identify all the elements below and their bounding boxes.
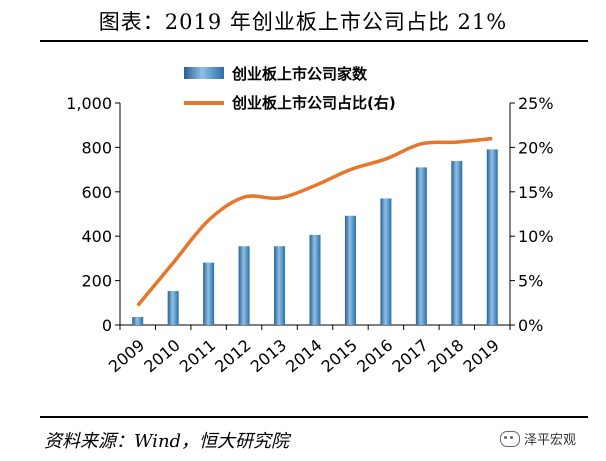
bar: [238, 246, 250, 325]
bar-series: [132, 149, 498, 325]
x-tick-label: 2010: [140, 336, 183, 377]
bar: [344, 215, 356, 325]
y-left-tick-label: 800: [81, 138, 112, 157]
wechat-icon: [500, 430, 520, 447]
legend-label-bars: 创业板上市公司家数: [231, 65, 368, 83]
x-tick-label: 2009: [105, 336, 148, 377]
x-tick-label: 2013: [247, 336, 290, 377]
bar: [451, 160, 463, 325]
x-tick-label: 2012: [211, 336, 254, 377]
chart-title: 图表：2019 年创业板上市公司占比 21%: [98, 10, 508, 34]
x-tick-label: 2011: [176, 336, 219, 377]
bar: [274, 246, 286, 325]
x-tick-label: 2016: [353, 336, 396, 377]
bar: [132, 317, 144, 325]
y-right-tick-label: 5%: [518, 272, 543, 291]
y-left-tick-label: 200: [81, 272, 112, 291]
bar: [167, 291, 179, 325]
bar: [486, 149, 498, 325]
y-left-tick-label: 0: [102, 316, 112, 335]
watermark-text: 泽平宏观: [524, 433, 577, 448]
y-right-tick-label: 0%: [518, 316, 543, 335]
x-tick-label: 2014: [282, 336, 325, 377]
y-right-tick-label: 10%: [518, 227, 554, 246]
x-tick-label: 2015: [318, 336, 361, 377]
bar: [415, 167, 427, 325]
source-rule: [40, 416, 588, 418]
y-left-tick-label: 1,000: [66, 94, 112, 113]
legend: 创业板上市公司家数 创业板上市公司占比(右): [184, 65, 396, 112]
y-right-tick-label: 15%: [518, 183, 554, 202]
x-tick-label: 2019: [459, 336, 502, 377]
x-tick-label: 2018: [424, 336, 467, 377]
legend-swatch-bars: [184, 67, 224, 79]
bar: [380, 198, 392, 325]
source-note: 资料来源：Wind，恒大研究院: [44, 431, 290, 452]
y-right-tick-label: 20%: [518, 138, 554, 157]
line-series: [136, 136, 493, 307]
legend-label-line: 创业板上市公司占比(右): [231, 94, 396, 112]
y-left-tick-label: 400: [81, 227, 112, 246]
bar: [309, 234, 321, 325]
title-rule: [40, 40, 588, 42]
y-left-tick-label: 600: [81, 183, 112, 202]
bar: [203, 262, 215, 325]
x-tick-label: 2017: [389, 336, 432, 377]
y-right-tick-label: 25%: [518, 94, 554, 113]
watermark: 泽平宏观: [500, 429, 576, 448]
